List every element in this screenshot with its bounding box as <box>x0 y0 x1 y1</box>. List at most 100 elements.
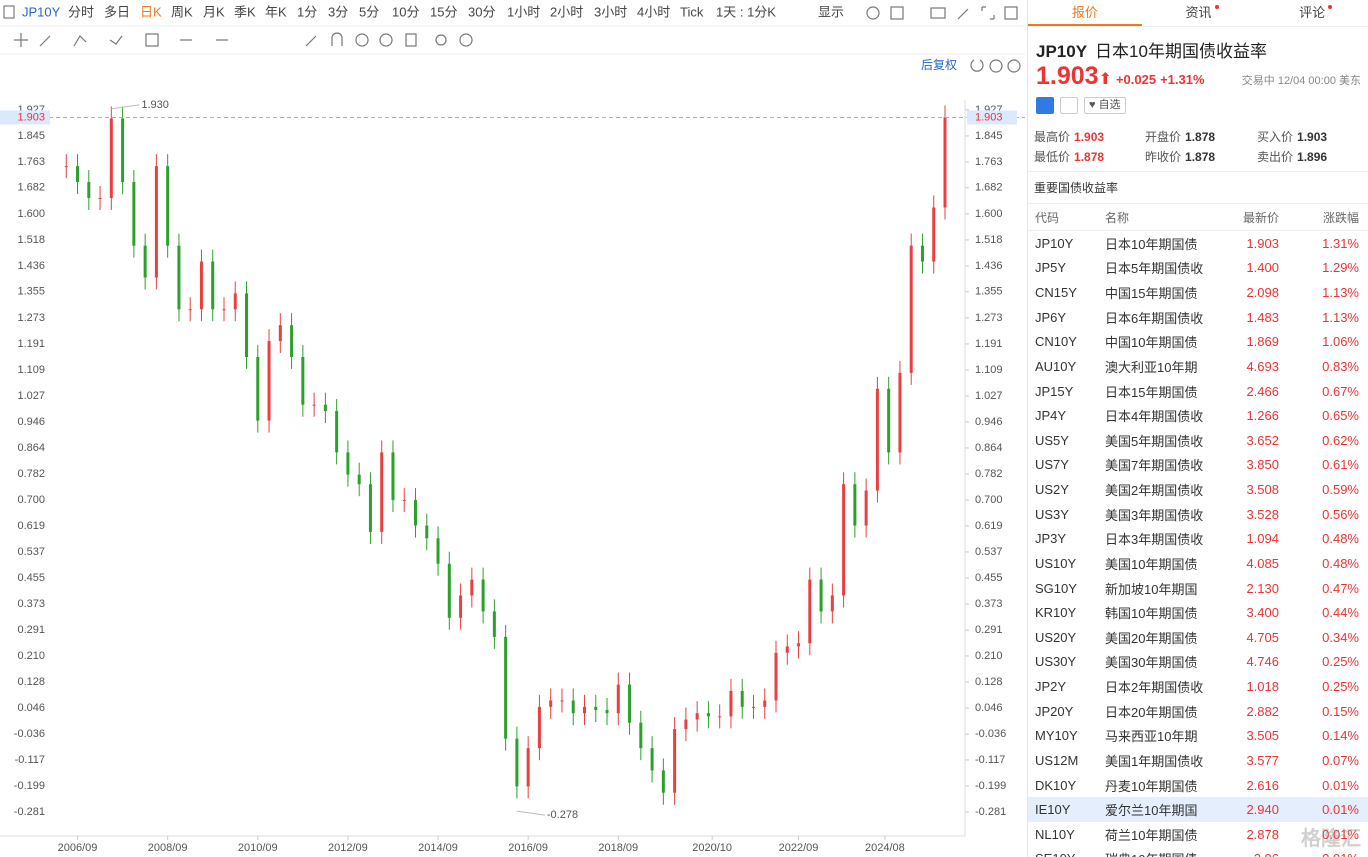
period-tab[interactable]: 1小时 <box>507 4 540 19</box>
period-tab[interactable]: 3小时 <box>594 4 627 19</box>
period-tab[interactable]: 年K <box>265 4 287 19</box>
table-row[interactable]: US10Y 美国10年期国债 4.085 0.48% <box>1028 551 1368 576</box>
price-line: 1.903 ⬆ +0.025 +1.31% 交易中 12/04 00:00 美东 <box>1028 62 1368 91</box>
candle <box>526 748 530 787</box>
tool-icons[interactable] <box>14 6 1021 73</box>
table-row[interactable]: JP3Y 日本3年期国债收 1.094 0.48% <box>1028 527 1368 552</box>
tab[interactable]: 资讯 <box>1142 0 1256 26</box>
candle <box>199 261 203 310</box>
cell: 1.266 <box>1246 408 1279 424</box>
period-tab[interactable]: 1分 <box>297 4 317 19</box>
period-tab[interactable]: 季K <box>234 4 256 19</box>
note-button[interactable] <box>1060 97 1078 114</box>
cell: CN15Y <box>1035 285 1077 301</box>
period-tab[interactable]: 日K <box>140 4 162 19</box>
cell: SE10Y <box>1028 851 1105 857</box>
stat: 昨收价 1.878 <box>1145 148 1257 165</box>
period-tab[interactable]: 月K <box>203 4 225 19</box>
candle <box>166 166 170 246</box>
watermark: 格隆汇 <box>1301 828 1361 850</box>
table-row[interactable]: US20Y 美国20年期国债 4.705 0.34% <box>1028 625 1368 650</box>
current-price-label: 1.903 <box>17 111 45 123</box>
candle <box>447 563 451 618</box>
table-row[interactable]: US5Y 美国5年期国债收 3.652 0.62% <box>1028 428 1368 453</box>
cell: 2.882 <box>1246 703 1279 719</box>
period-tab[interactable]: 多日 <box>104 4 130 19</box>
table-row[interactable]: JP10Y 日本10年期国债 1.903 1.31% <box>1028 231 1368 256</box>
period-tab[interactable]: 4小时 <box>637 4 670 19</box>
watch-button[interactable]: ♥ 自选 <box>1084 97 1126 114</box>
period-tab[interactable]: 10分 <box>392 4 419 19</box>
period-tab[interactable]: 分时 <box>68 4 94 19</box>
table-row[interactable]: MY10Y 马来西亚10年期 3.505 0.14% <box>1028 724 1368 749</box>
period-tab[interactable]: 2小时 <box>550 4 583 19</box>
cell: 3.508 <box>1246 482 1279 498</box>
table-row[interactable]: CN10Y 中国10年期国债 1.869 1.06% <box>1028 330 1368 355</box>
period-tab[interactable]: 5分 <box>359 4 379 19</box>
y-tick-label-right: 0.210 <box>975 650 1003 662</box>
y-tick-label: 0.455 <box>17 572 45 584</box>
y-tick-label-right: 1.763 <box>975 156 1003 168</box>
table-row[interactable]: AU10Y 澳大利亚10年期 4.693 0.83% <box>1028 354 1368 379</box>
icon[interactable] <box>3 5 15 19</box>
adjust-mode[interactable]: 后复权 <box>921 58 957 72</box>
table-row[interactable]: JP4Y 日本4年期国债收 1.266 0.65% <box>1028 403 1368 428</box>
candle <box>729 690 733 717</box>
period-tab[interactable]: 周K <box>171 4 193 19</box>
cell: 3.528 <box>1246 506 1279 522</box>
table-row[interactable]: JP15Y 日本15年期国债 2.466 0.67% <box>1028 379 1368 404</box>
table-row[interactable]: DK10Y 丹麦10年期国债 2.616 0.01% <box>1028 773 1368 798</box>
candle <box>290 325 294 357</box>
period-tab[interactable]: 1天 : 1分K <box>716 4 776 19</box>
cell: 美国10年期国债 <box>1105 556 1198 572</box>
y-tick-label: 0.046 <box>17 702 45 714</box>
table-row[interactable]: US12M 美国1年期国债收 3.577 0.07% <box>1028 748 1368 773</box>
y-tick-label-right: 0.128 <box>975 676 1003 688</box>
period-tab[interactable]: 3分 <box>328 4 348 19</box>
tab[interactable]: 评论 <box>1255 0 1368 26</box>
table-row[interactable]: JP20Y 日本20年期国债 2.882 0.15% <box>1028 699 1368 724</box>
cell: 日本20年期国债 <box>1105 704 1198 720</box>
y-tick-label-right: 0.700 <box>975 494 1003 506</box>
stat-value: 1.878 <box>1185 150 1216 164</box>
candle <box>492 611 496 637</box>
table-row[interactable]: US3Y 美国3年期国债收 3.528 0.56% <box>1028 502 1368 527</box>
cell: 新加坡10年期国 <box>1105 581 1198 597</box>
table-row[interactable]: CN15Y 中国15年期国债 2.098 1.13% <box>1028 280 1368 305</box>
y-tick-label-right: 1.273 <box>975 312 1003 324</box>
candle <box>504 636 508 739</box>
table-row[interactable]: JP2Y 日本2年期国债收 1.018 0.25% <box>1028 674 1368 699</box>
change-pct: +1.31% <box>1160 72 1205 87</box>
cell: 0.14% <box>1322 728 1359 744</box>
candle <box>594 706 598 711</box>
table-row[interactable]: US2Y 美国2年期国债收 3.508 0.59% <box>1028 477 1368 502</box>
table-row[interactable]: NL10Y 荷兰10年期国债 2.878 0.01% <box>1028 822 1368 847</box>
candle <box>177 245 181 310</box>
tab[interactable]: 报价 <box>1028 0 1142 26</box>
period-tab[interactable]: 15分 <box>430 4 457 19</box>
period-tab[interactable]: Tick <box>680 4 704 19</box>
stat-value: 1.896 <box>1297 150 1328 164</box>
code: JP10Y <box>1036 42 1088 61</box>
display-menu[interactable]: 显示 <box>818 4 844 19</box>
cell: 0.07% <box>1322 752 1359 768</box>
y-tick-label-right: 1.436 <box>975 260 1003 272</box>
table-row[interactable]: SG10Y 新加坡10年期国 2.130 0.47% <box>1028 576 1368 601</box>
symbol[interactable]: JP10Y <box>22 4 61 19</box>
period-tab[interactable]: 30分 <box>468 4 495 19</box>
table-row[interactable]: KR10Y 韩国10年期国债 3.400 0.44% <box>1028 600 1368 625</box>
table-row[interactable]: US30Y 美国30年期国债 4.746 0.25% <box>1028 650 1368 675</box>
cell: JP2Y <box>1035 679 1067 695</box>
tag-button[interactable] <box>1036 97 1054 114</box>
table-row[interactable]: IE10Y 爱尔兰10年期国 2.940 0.01% <box>1028 797 1368 822</box>
candle <box>87 182 91 198</box>
cell: 1.869 <box>1246 334 1279 350</box>
table-row[interactable]: US7Y 美国7年期国债收 3.850 0.61% <box>1028 453 1368 478</box>
table-row[interactable]: JP6Y 日本6年期国债收 1.483 1.13% <box>1028 305 1368 330</box>
table-row[interactable]: SE10Y瑞典10年期国债2.860.01% <box>1028 847 1368 857</box>
cell: JP4Y <box>1035 408 1067 424</box>
table-row[interactable]: JP5Y 日本5年期国债收 1.400 1.29% <box>1028 256 1368 281</box>
cell: US5Y <box>1035 432 1069 448</box>
y-tick-label: 0.291 <box>17 624 45 636</box>
current-price-label: 1.903 <box>975 111 1003 123</box>
